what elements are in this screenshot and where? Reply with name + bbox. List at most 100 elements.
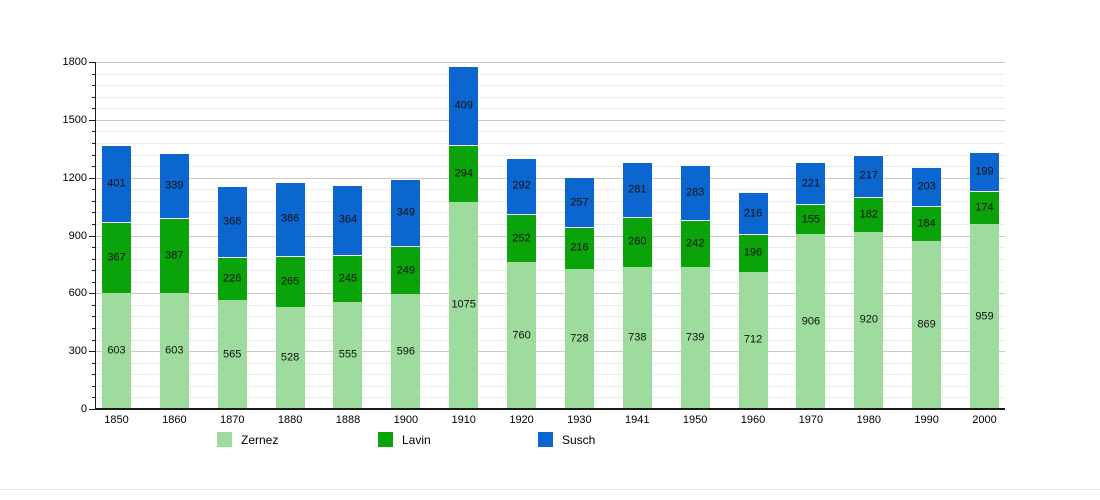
x-tick-label-1980: 1980 (856, 414, 882, 426)
major-gridline (95, 177, 1005, 179)
major-gridline (95, 351, 1005, 353)
bar-segment-susch-1941: 281 (622, 162, 652, 217)
bar-segment-zernez-1900: 596 (391, 294, 421, 409)
minor-gridline (95, 316, 1005, 318)
bar-segment-zernez-1880: 528 (275, 307, 305, 409)
value-label-susch-1888: 364 (338, 213, 358, 226)
y-minor-tick (92, 374, 95, 376)
legend-label-susch: Susch (562, 433, 596, 447)
legend-swatch-susch (538, 432, 553, 447)
bar-segment-zernez-1950: 739 (680, 266, 710, 409)
bar-segment-zernez-1910: 1075 (449, 201, 479, 409)
value-label-lavin-1970: 155 (801, 213, 821, 226)
bar-segment-lavin-1850: 367 (102, 222, 131, 293)
bar-segment-zernez-1850: 603 (102, 292, 131, 409)
value-label-susch-1980: 217 (859, 169, 878, 182)
bar-segment-zernez-1870: 565 (217, 300, 247, 409)
minor-gridline (95, 397, 1005, 399)
y-major-tick (89, 409, 95, 410)
y-tick-label: 300 (68, 345, 87, 358)
minor-gridline (95, 247, 1005, 249)
x-tick-label-1910: 1910 (451, 414, 476, 426)
bar-segment-zernez-1888: 555 (333, 302, 363, 409)
y-tick-label: 900 (68, 229, 87, 242)
minor-gridline (95, 73, 1005, 75)
x-tick-label-1990: 1990 (914, 414, 939, 426)
minor-gridline (95, 374, 1005, 376)
y-minor-tick (92, 247, 95, 249)
value-label-zernez-1910: 1075 (451, 298, 476, 311)
major-gridline (95, 62, 1005, 63)
y-tick-label: 1200 (62, 171, 87, 184)
y-minor-tick (92, 223, 95, 225)
bar-segment-susch-1920: 292 (507, 157, 537, 214)
bar-segment-lavin-1900: 249 (391, 246, 421, 295)
minor-gridline (95, 270, 1005, 272)
value-label-susch-1970: 221 (801, 177, 821, 190)
y-minor-tick (92, 212, 95, 214)
minor-gridline (95, 142, 1005, 144)
bar-segment-zernez-1941: 738 (622, 266, 652, 409)
value-label-zernez-1941: 738 (628, 331, 647, 344)
value-label-lavin-1880: 265 (280, 275, 300, 288)
bar-segment-susch-1910: 409 (449, 66, 479, 146)
bar-segment-susch-1970: 221 (796, 161, 826, 205)
bar-segment-susch-1860: 339 (159, 152, 189, 219)
y-minor-tick (92, 328, 95, 330)
minor-gridline (95, 385, 1005, 387)
x-tick-label-1920: 1920 (509, 414, 534, 426)
legend-label-lavin: Lavin (402, 433, 431, 447)
bar-segment-lavin-1950: 242 (680, 219, 710, 267)
major-gridline (95, 235, 1005, 237)
value-label-susch-1960: 216 (743, 207, 763, 220)
value-label-lavin-1941: 260 (628, 235, 647, 248)
value-label-lavin-2000: 174 (975, 201, 994, 214)
y-tick-label: 1800 (62, 56, 87, 68)
major-gridline (95, 293, 1005, 295)
value-label-zernez-1930: 728 (570, 332, 589, 345)
minor-gridline (95, 362, 1005, 364)
bar-segment-lavin-1920: 252 (507, 213, 537, 263)
minor-gridline (95, 339, 1005, 341)
y-major-tick (89, 293, 95, 295)
value-label-zernez-2000: 959 (975, 310, 994, 323)
y-minor-tick (92, 166, 95, 168)
bar-segment-zernez-1920: 760 (507, 262, 537, 409)
value-label-zernez-1888: 555 (338, 348, 358, 361)
value-label-lavin-1990: 184 (917, 217, 936, 230)
y-minor-tick (92, 154, 95, 156)
minor-gridline (95, 200, 1005, 202)
bar-segment-susch-1870: 368 (217, 185, 247, 257)
major-gridline (95, 119, 1005, 121)
y-major-tick (89, 62, 95, 63)
bar-segment-lavin-1930: 216 (564, 227, 594, 269)
y-minor-tick (92, 385, 95, 387)
bar-segment-susch-1990: 203 (912, 166, 942, 206)
y-minor-tick (92, 189, 95, 191)
bar-segment-susch-1900: 349 (391, 178, 421, 247)
y-minor-tick (92, 131, 95, 133)
y-minor-tick (92, 85, 95, 87)
x-tick-label-1970: 1970 (798, 414, 824, 426)
bar-segment-zernez-1980: 920 (854, 231, 884, 409)
bar-segment-lavin-1980: 182 (854, 196, 884, 232)
value-label-zernez-1990: 869 (917, 318, 936, 331)
minor-gridline (95, 85, 1005, 87)
value-label-susch-1990: 203 (917, 180, 936, 193)
bar-segment-zernez-1970: 906 (796, 234, 826, 409)
value-label-zernez-1850: 603 (107, 344, 126, 357)
bar-segment-lavin-1990: 184 (912, 206, 942, 242)
value-label-lavin-1900: 249 (396, 264, 415, 277)
value-label-zernez-1970: 906 (801, 315, 821, 328)
y-major-tick (89, 235, 95, 237)
value-label-lavin-1920: 252 (512, 232, 531, 245)
bar-segment-susch-1888: 364 (333, 184, 363, 255)
value-label-susch-1930: 257 (570, 196, 589, 209)
x-tick-label-1880: 1880 (277, 414, 303, 426)
minor-gridline (95, 166, 1005, 168)
minor-gridline (95, 281, 1005, 283)
y-minor-tick (92, 339, 95, 341)
x-tick-label-1950: 1950 (682, 414, 708, 426)
value-label-lavin-1980: 182 (859, 208, 878, 221)
